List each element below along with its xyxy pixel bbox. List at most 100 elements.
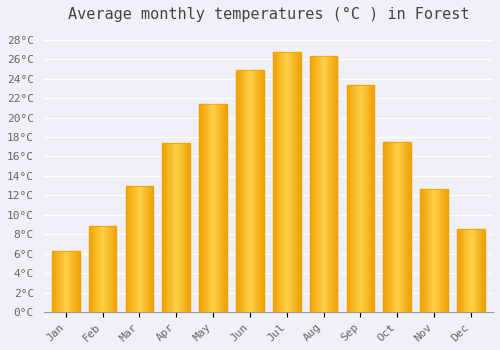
Bar — [167, 143, 168, 312]
Bar — [106, 226, 107, 312]
Bar — [256, 70, 258, 312]
Bar — [462, 229, 464, 312]
Bar — [423, 189, 424, 312]
Bar — [273, 52, 274, 312]
Bar — [54, 251, 56, 312]
Bar — [292, 52, 293, 312]
Bar — [108, 226, 109, 312]
Bar — [372, 84, 374, 312]
Bar — [460, 229, 461, 312]
Bar — [295, 52, 296, 312]
Bar — [434, 189, 435, 312]
Bar — [107, 226, 108, 312]
Bar — [102, 226, 104, 312]
Bar — [299, 52, 300, 312]
Bar — [283, 52, 284, 312]
Bar — [386, 142, 387, 312]
Bar — [351, 84, 352, 312]
Bar — [428, 189, 430, 312]
Bar — [287, 52, 288, 312]
Bar — [403, 142, 404, 312]
Bar — [321, 56, 322, 312]
Bar — [355, 84, 356, 312]
Bar — [58, 251, 59, 312]
Bar — [201, 104, 202, 312]
Bar — [242, 70, 244, 312]
Bar — [220, 104, 222, 312]
Bar — [189, 143, 190, 312]
Bar — [90, 226, 92, 312]
Bar — [148, 186, 150, 312]
Bar — [298, 52, 299, 312]
Bar — [352, 84, 353, 312]
Bar — [430, 189, 432, 312]
Bar — [334, 56, 336, 312]
Bar — [329, 56, 330, 312]
Bar — [261, 70, 262, 312]
Bar — [461, 229, 462, 312]
Bar — [202, 104, 203, 312]
Bar — [132, 186, 133, 312]
Bar — [396, 142, 398, 312]
Bar — [247, 70, 248, 312]
Bar — [310, 56, 312, 312]
Bar — [177, 143, 178, 312]
Bar — [290, 52, 292, 312]
Title: Average monthly temperatures (°C ) in Forest: Average monthly temperatures (°C ) in Fo… — [68, 7, 469, 22]
Bar — [205, 104, 206, 312]
Bar — [435, 189, 436, 312]
Bar — [238, 70, 239, 312]
Bar — [66, 251, 68, 312]
Bar — [384, 142, 386, 312]
Bar — [354, 84, 355, 312]
Bar — [109, 226, 110, 312]
Bar — [285, 52, 286, 312]
Bar — [350, 84, 351, 312]
Bar — [56, 251, 58, 312]
Bar — [96, 226, 97, 312]
Bar — [444, 189, 445, 312]
Bar — [480, 229, 481, 312]
Bar — [60, 251, 61, 312]
Bar — [384, 142, 411, 312]
Bar — [104, 226, 106, 312]
Bar — [346, 84, 348, 312]
Bar — [458, 229, 459, 312]
Bar — [278, 52, 280, 312]
Bar — [150, 186, 152, 312]
Bar — [75, 251, 76, 312]
Bar — [466, 229, 468, 312]
Bar — [89, 226, 90, 312]
Bar — [138, 186, 140, 312]
Bar — [353, 84, 354, 312]
Bar — [320, 56, 321, 312]
Bar — [432, 189, 433, 312]
Bar — [457, 229, 458, 312]
Bar — [70, 251, 72, 312]
Bar — [208, 104, 210, 312]
Bar — [218, 104, 220, 312]
Bar — [182, 143, 184, 312]
Bar — [248, 70, 249, 312]
Bar — [484, 229, 485, 312]
Bar — [216, 104, 217, 312]
Bar — [126, 186, 128, 312]
Bar — [74, 251, 75, 312]
Bar — [459, 229, 460, 312]
Bar — [76, 251, 77, 312]
Bar — [249, 70, 250, 312]
Bar — [471, 229, 472, 312]
Bar — [310, 56, 338, 312]
Bar — [99, 226, 100, 312]
Bar — [212, 104, 213, 312]
Bar — [390, 142, 391, 312]
Bar — [222, 104, 223, 312]
Bar — [168, 143, 169, 312]
Bar — [273, 52, 300, 312]
Bar — [166, 143, 167, 312]
Bar — [94, 226, 95, 312]
Bar — [318, 56, 319, 312]
Bar — [483, 229, 484, 312]
Bar — [250, 70, 251, 312]
Bar — [89, 226, 117, 312]
